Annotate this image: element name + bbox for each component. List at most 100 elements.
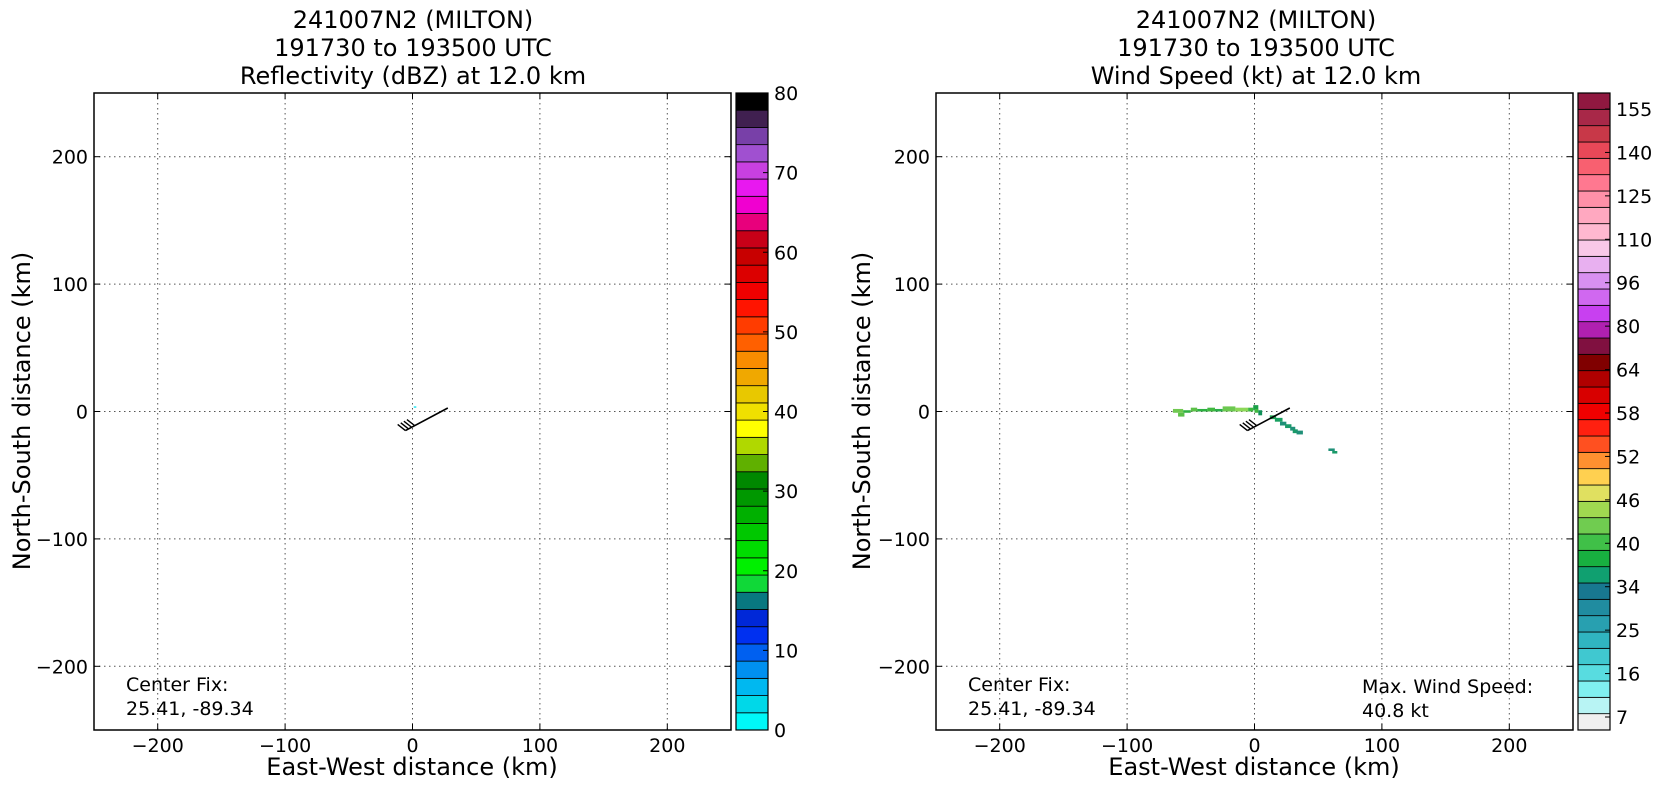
colorbar-swatch [1577,141,1611,159]
x-ticks: −200 −100 0 100 200 [132,93,685,757]
data-cell [1172,408,1184,413]
colorbar-swatch [1577,108,1611,127]
data-cell [1190,407,1198,412]
center-fix-value: 25.41, -89.34 [968,698,1096,720]
data-cell [1285,424,1292,429]
colorbar-swatch [735,454,769,473]
y-tick-label: −200 [36,656,88,678]
x-tick-label: 0 [1248,735,1260,757]
center-fix-label: Center Fix: [126,674,228,696]
data-cell [1235,407,1249,412]
colorbar-tick-label: 50 [774,322,798,344]
colorbar-tick-label: 155 [1616,99,1652,121]
colorbar-tick-label: 16 [1616,664,1640,686]
data-cells [413,406,417,408]
colorbar-tick-label: 110 [1616,229,1652,251]
colorbar-swatch [1577,598,1611,617]
colorbar-swatch [735,695,769,714]
center-fix-value: 25.41, -89.34 [126,698,254,720]
colorbar-tick-label: 96 [1616,273,1640,295]
barb-shaft [405,407,449,432]
colorbar-swatch [1577,353,1611,372]
colorbar-swatch [735,109,769,128]
barb-feather [400,422,409,430]
colorbar-swatch [1577,370,1611,388]
reflectivity-panel: 241007N2 (MILTON) 191730 to 193500 UTC R… [8,6,798,781]
colorbar-tick-label: 0 [774,720,786,742]
colorbar-swatch [735,643,769,662]
grid-lines [936,93,1573,730]
data-cell [1292,429,1298,434]
x-axis-label: East-West distance (km) [1108,753,1399,781]
title-line-3: Wind Speed (kt) at 12.0 km [1091,62,1422,90]
data-cell [1207,407,1216,412]
barb-feather [1248,418,1258,427]
colorbar-swatch [735,92,769,111]
colorbar-swatch [735,712,769,731]
data-cell [1215,408,1223,412]
colorbar-swatch [735,540,769,559]
shear-barb [1239,407,1291,432]
colorbar-swatch [735,523,769,542]
y-axis-label: North-South distance (km) [848,252,876,571]
colorbar-swatch [1577,223,1611,241]
data-cell [1253,405,1259,411]
grid-lines [94,93,731,730]
colorbar-swatch [1577,582,1611,600]
colorbar-swatch [1577,680,1611,698]
data-cell [1332,450,1338,454]
colorbar-tick-label: 80 [774,83,798,105]
x-axis-label: East-West distance (km) [266,753,557,781]
data-cell [1290,426,1296,431]
data-cell [1274,417,1283,422]
y-tick-label: −100 [36,529,88,551]
barb-shaft [1247,407,1291,432]
colorbar-swatch [735,195,769,214]
x-tick-label: −200 [132,735,184,757]
colorbar-swatch [735,419,769,438]
data-cell [413,406,417,408]
title-line-2: 191730 to 193500 UTC [274,34,552,62]
colorbar-swatch [735,144,769,163]
colorbar-swatch [1577,92,1611,110]
colorbar-swatch [1577,713,1611,731]
y-ticks: −200 −100 0 100 200 [36,147,731,678]
x-tick-label: 200 [1491,735,1527,757]
colorbar-swatch [1577,206,1611,225]
y-tick-label: 100 [894,274,930,296]
colorbar-swatch [735,299,769,318]
colorbar-swatch [735,178,769,197]
y-tick-label: 200 [894,147,930,169]
colorbar-tick-label: 70 [774,163,798,185]
shear-barb [397,407,449,432]
colorbar-swatch [1577,435,1611,453]
colorbar-tick-label: 64 [1616,360,1640,382]
colorbar-swatch [735,574,769,593]
colorbar-swatch [1577,631,1611,649]
y-tick-label: 0 [918,402,930,424]
colorbar-swatch [1577,696,1611,715]
colorbar-swatch [1577,533,1611,551]
x-tick-label: 100 [522,735,558,757]
colorbar-swatch [1577,402,1611,421]
data-cell [1248,407,1254,412]
colorbar-tick-label: 7 [1616,707,1628,729]
colorbar-swatch [1577,304,1611,323]
y-tick-label: −100 [878,529,930,551]
barb-feather [403,420,413,428]
colorbar-tick-label: 25 [1616,620,1640,642]
data-cell [1183,410,1191,413]
colorbar-swatch [735,557,769,576]
colorbar-tick-label: 80 [1616,316,1640,338]
colorbar-swatch [735,333,769,352]
barb-feather [406,418,416,427]
colorbar-swatch [1577,288,1611,306]
colorbar-swatch [1577,386,1611,404]
data-cell [1197,408,1208,412]
colorbar-swatch [1577,615,1611,633]
colorbar-swatch [1577,664,1611,682]
colorbar-swatch [735,368,769,387]
wind-speed-panel: 241007N2 (MILTON) 191730 to 193500 UTC W… [848,6,1652,781]
colorbar-swatch [735,264,769,283]
